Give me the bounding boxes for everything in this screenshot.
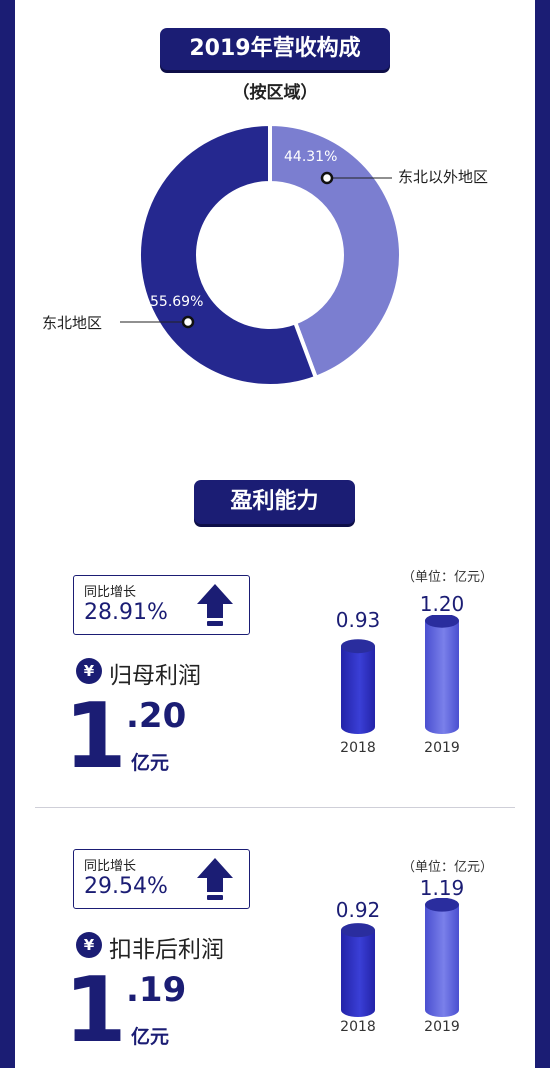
growth-value: 29.54% [84,874,168,899]
bar-2019 [425,620,459,734]
metric-name-2: 扣非后利润 [109,937,224,963]
metric-unit-1: 亿元 [131,752,170,774]
tick-label-2019: 2019 [424,740,460,756]
yen-icon: ¥ [76,658,102,684]
growth-value: 28.91% [84,600,168,625]
bar-label-2019: 1.19 [419,876,465,900]
growth-label: 同比增长 [84,585,137,600]
up-arrow-icon [197,858,233,900]
bar-label-2019: 1.20 [419,592,465,616]
legend-northeast: 东北地区 [42,314,103,332]
growth-label: 同比增长 [84,859,137,874]
bar-label-2018: 0.92 [335,898,381,922]
tick-label-2019: 2019 [424,1019,460,1035]
revenue-subtitle: （按区域） [232,83,318,103]
bar-2018 [341,930,375,1017]
metric-name-1: 归母利润 [109,663,201,689]
bar-top-2018 [341,923,375,938]
up-arrow-icon [197,584,233,626]
callout-marker-outside-northeast [320,171,334,185]
unit-note-1: （单位：亿元） [402,570,494,585]
metric-unit-2: 亿元 [131,1026,170,1048]
revenue-donut-chart [120,121,403,388]
metric-value-dec-1: .20 [126,696,187,736]
bar-2018 [341,646,375,734]
yen-icon: ¥ [76,932,102,958]
slice-label-outside-northeast: 44.31% [284,149,338,165]
metric-value-int-2: 1 [64,958,127,1063]
unit-note-2: （单位：亿元） [402,860,494,875]
tick-label-2018: 2018 [340,1019,376,1035]
legend-outside-northeast: 东北以外地区 [398,168,489,186]
profit-bar-chart-2 [341,898,459,1017]
profitability-title: 盈利能力 [194,480,355,524]
metric-value-int-1: 1 [64,684,127,789]
bar-top-2019 [425,898,459,912]
section-divider [35,807,515,808]
slice-outside-northeast [268,121,403,381]
revenue-title: 2019年营收构成 [160,28,390,70]
bar-2019 [425,904,459,1017]
tick-label-2018: 2018 [340,740,376,756]
bar-top-2019 [425,615,459,628]
metric-value-dec-2: .19 [126,970,187,1010]
left-border-bar [0,0,15,1068]
slice-label-northeast: 55.69% [150,294,204,310]
callout-marker-northeast [181,315,195,329]
right-border-bar [535,0,550,1068]
bar-top-2018 [341,639,375,654]
growth-box-2: 同比增长 29.54% [73,849,250,909]
growth-box-1: 同比增长 28.91% [73,575,250,635]
profit-bar-chart-1 [341,615,459,734]
bar-label-2018: 0.93 [335,608,381,632]
